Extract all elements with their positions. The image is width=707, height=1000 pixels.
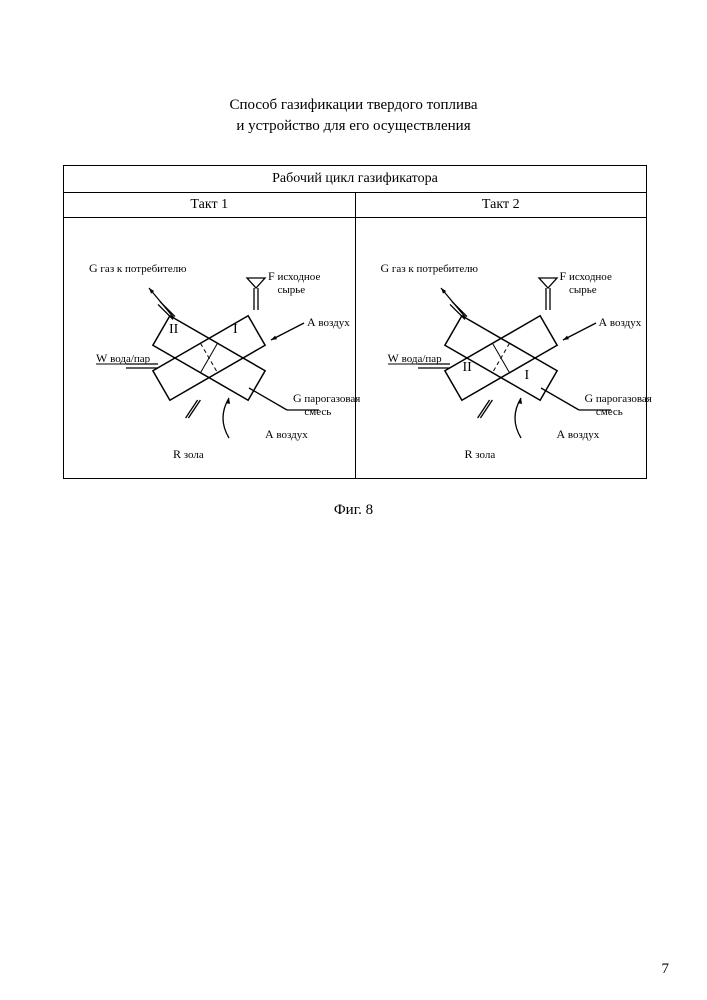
- label-g-mix: G парогазоваяG смесь: [585, 392, 652, 418]
- panel-takt-1: G газ к потребителю F исходноеF сырье A во…: [64, 218, 356, 478]
- title-line-2: и устройство для его осуществления: [236, 118, 470, 134]
- label-a-air-bottom: A воздух: [265, 428, 308, 441]
- label-r-ash: R зола: [465, 448, 496, 461]
- table-header: Рабочий цикл газификатора: [64, 166, 646, 193]
- label-r-ash: R зола: [173, 448, 204, 461]
- cycle-table: Рабочий цикл газификатора Такт 1 Такт 2 …: [63, 165, 647, 479]
- label-f-feed: F исходноеF сырье: [560, 270, 612, 296]
- column-heading-2: Такт 2: [356, 193, 647, 218]
- label-w-water: W вода/пар: [388, 352, 442, 365]
- roman-two: II: [463, 360, 472, 376]
- title-line-1: Способ газификации твердого топлива: [229, 97, 477, 113]
- document-title: Способ газификации твердого топлива и ус…: [0, 95, 707, 137]
- figure-caption: Фиг. 8: [0, 502, 707, 519]
- label-g-mix: G парогазоваяG смесь: [293, 392, 360, 418]
- panels-row: G газ к потребителю F исходноеF сырье A во…: [64, 218, 646, 478]
- label-a-air-bottom: A воздух: [557, 428, 600, 441]
- page: Способ газификации твердого топлива и ус…: [0, 0, 707, 1000]
- label-g-gas: G газ к потребителю: [381, 262, 478, 275]
- label-a-air-top: A воздух: [307, 316, 350, 329]
- label-a-air-top: A воздух: [599, 316, 642, 329]
- roman-two: II: [169, 322, 178, 338]
- column-heading-1: Такт 1: [64, 193, 356, 218]
- panel-takt-2: G газ к потребителю F исходноеF сырье A во…: [356, 218, 647, 478]
- label-f-feed: F исходноеF сырье: [268, 270, 320, 296]
- label-w-water: W вода/пар: [96, 352, 150, 365]
- column-row: Такт 1 Такт 2: [64, 193, 646, 218]
- roman-one: I: [233, 322, 238, 338]
- page-number: 7: [662, 961, 670, 978]
- roman-one: I: [525, 368, 530, 384]
- label-g-gas: G газ к потребителю: [89, 262, 186, 275]
